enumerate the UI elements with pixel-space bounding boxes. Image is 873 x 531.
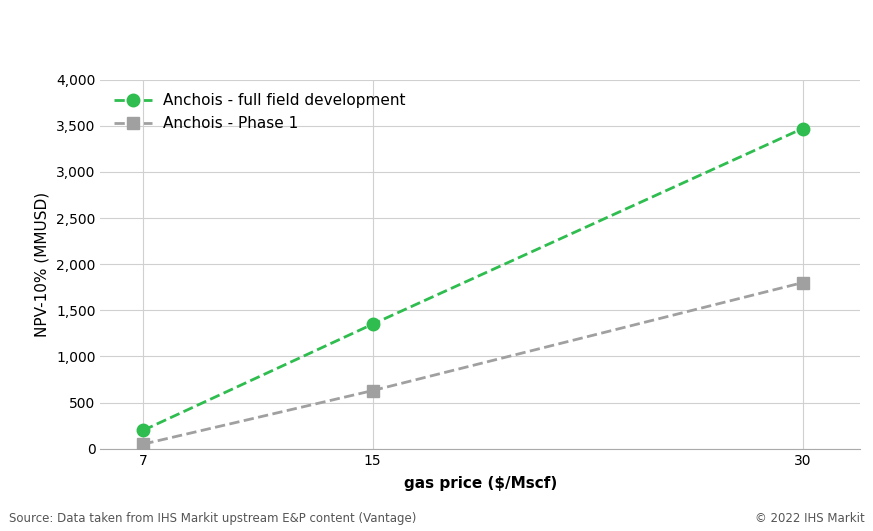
X-axis label: gas price ($/Mscf): gas price ($/Mscf)	[403, 476, 557, 491]
Anchois - full field development	[368, 321, 378, 327]
Anchois - full field development	[797, 125, 808, 132]
Anchois - full field development	[138, 427, 148, 433]
Anchois - Phase 1	[368, 388, 378, 394]
Anchois - Phase 1	[138, 441, 148, 447]
Text: Source: Data taken from IHS Markit upstream E&P content (Vantage): Source: Data taken from IHS Markit upstr…	[9, 512, 416, 525]
Anchois - Phase 1	[797, 279, 808, 286]
Line: Anchois - full field development: Anchois - full field development	[137, 122, 808, 436]
Text: NPV  at various flat gas price scenarios: NPV at various flat gas price scenarios	[16, 19, 632, 47]
Text: © 2022 IHS Markit: © 2022 IHS Markit	[754, 512, 864, 525]
Legend: Anchois - full field development, Anchois - Phase 1: Anchois - full field development, Anchoi…	[108, 87, 412, 137]
Line: Anchois - Phase 1: Anchois - Phase 1	[137, 276, 808, 450]
Y-axis label: NPV-10% (MMUSD): NPV-10% (MMUSD)	[34, 192, 49, 337]
